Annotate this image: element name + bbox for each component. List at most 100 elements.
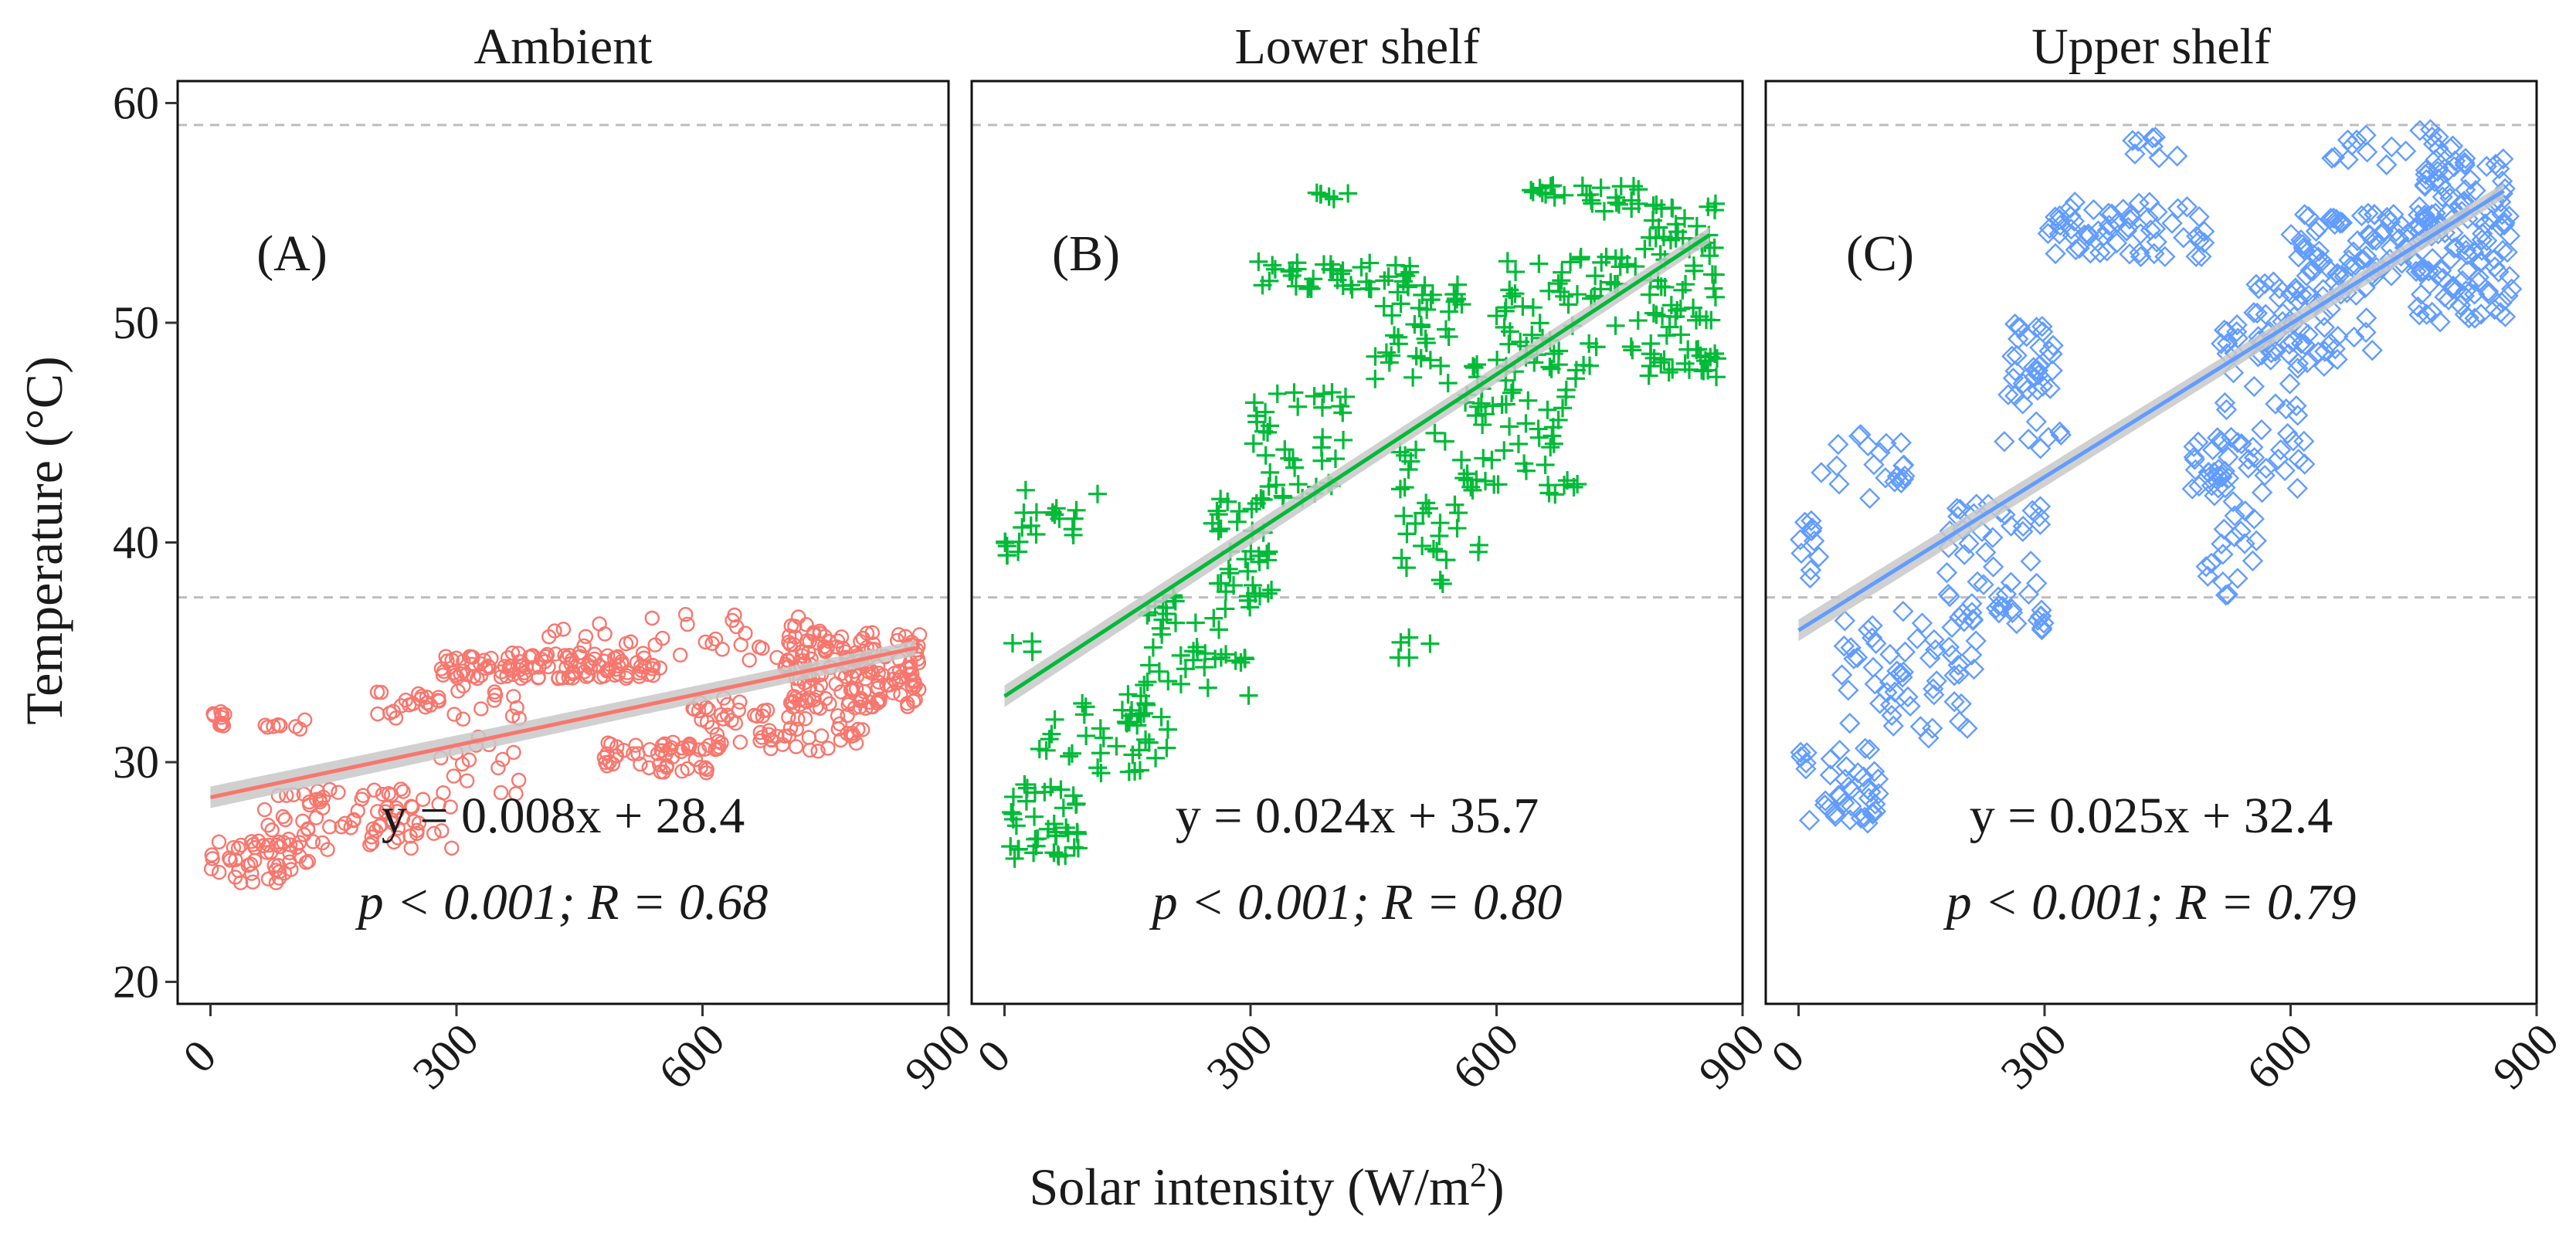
panel-A-point bbox=[446, 707, 462, 722]
panel-C-point bbox=[2183, 436, 2204, 458]
panel-C-point bbox=[1941, 616, 1963, 639]
panel-B-point bbox=[1134, 703, 1153, 723]
panel-A-point bbox=[725, 612, 740, 629]
panel-C-point bbox=[1941, 644, 1963, 666]
panel-B-point bbox=[1091, 744, 1110, 763]
panel-A-point bbox=[782, 720, 799, 736]
panel-C-point bbox=[2355, 307, 2377, 329]
panel-C-point bbox=[1962, 609, 1984, 632]
panel-A-frame bbox=[176, 80, 950, 1005]
panel-C-point bbox=[2365, 229, 2387, 251]
panel-B-point bbox=[1256, 446, 1275, 465]
panel-B-point bbox=[1158, 720, 1177, 739]
panel-C-point bbox=[2216, 333, 2238, 354]
panel-B-point bbox=[1062, 744, 1081, 763]
panel-C-point bbox=[1875, 432, 1897, 455]
panel-B-point bbox=[1542, 359, 1561, 378]
panel-B-point bbox=[1499, 334, 1519, 354]
panel-B-point bbox=[1487, 307, 1506, 326]
panel-B-point bbox=[1391, 632, 1410, 652]
panel-C-point bbox=[1961, 592, 1983, 615]
panel-B-point bbox=[1690, 307, 1709, 327]
panel-C-point bbox=[1811, 462, 1832, 483]
panel-C-point bbox=[2042, 334, 2064, 357]
panel-C-point bbox=[1855, 737, 1876, 759]
panel-B-point bbox=[1395, 478, 1414, 497]
panel-C-point bbox=[2106, 232, 2128, 254]
panel-C-point bbox=[1884, 471, 1906, 493]
panel-C-point bbox=[1911, 612, 1933, 634]
panel-C-point bbox=[2280, 224, 2302, 246]
panel-B-point bbox=[1407, 440, 1426, 459]
panel-C-equation: y = 0.025x + 32.4 bbox=[1970, 788, 2333, 844]
panel-C-point bbox=[2427, 161, 2449, 182]
panel-C-point bbox=[2459, 168, 2482, 191]
panel-B-point bbox=[1251, 489, 1271, 508]
panel-B-point bbox=[1063, 520, 1082, 539]
panel-C-point bbox=[2184, 459, 2207, 481]
panel-C-point bbox=[1936, 561, 1958, 584]
panel-A-x-tick-label: 900 bbox=[895, 1014, 980, 1099]
panel-A-point bbox=[473, 701, 489, 717]
panel-C-point bbox=[1801, 517, 1823, 539]
panel-A-point bbox=[260, 817, 276, 833]
panel-C-point bbox=[2101, 203, 2123, 225]
panel-A-point bbox=[350, 803, 365, 819]
panel-B-point bbox=[1639, 366, 1658, 385]
panel-C-point bbox=[2455, 280, 2477, 302]
panel-A-point bbox=[260, 720, 275, 735]
panel-C-point bbox=[2439, 187, 2461, 209]
panel-A-point bbox=[228, 852, 243, 868]
panel-C-point bbox=[2327, 263, 2348, 285]
panel-C-point bbox=[2045, 206, 2066, 228]
panel-B-point bbox=[1435, 432, 1454, 451]
panel-C-point bbox=[2029, 605, 2052, 627]
panel-A-point bbox=[699, 714, 715, 730]
panel-C-frame bbox=[1764, 80, 2538, 1005]
panel-B-point bbox=[1152, 707, 1171, 727]
panel-A-point bbox=[864, 625, 881, 641]
panel-C-point bbox=[2089, 242, 2111, 263]
panel-B-x-tick-label: 300 bbox=[1197, 1014, 1282, 1099]
panel-B-x-tick-label: 0 bbox=[967, 1030, 1020, 1083]
panel-B-point bbox=[1074, 705, 1094, 724]
panel-C-point bbox=[1881, 704, 1902, 727]
panel-B-point bbox=[1629, 194, 1648, 213]
panel-C-point bbox=[2018, 429, 2039, 450]
panel-A-point bbox=[597, 626, 613, 642]
panel-B-point bbox=[1695, 351, 1715, 371]
panel-A-point bbox=[256, 802, 273, 818]
panel-C-point bbox=[1819, 764, 1841, 786]
panel-C-point bbox=[1829, 785, 1851, 807]
panel-C-point bbox=[2212, 544, 2234, 565]
panel-C-point bbox=[2265, 341, 2286, 362]
panel-A-point bbox=[480, 658, 496, 674]
panel-C-point bbox=[2414, 174, 2435, 196]
panel-C-point bbox=[1814, 794, 1836, 816]
panel-C-point bbox=[2464, 307, 2486, 329]
panel-B-point bbox=[1054, 798, 1073, 818]
panel-C-point bbox=[1893, 454, 1915, 476]
panel-A-equation: y = 0.008x + 28.4 bbox=[382, 788, 745, 844]
panel-C-point bbox=[1858, 487, 1881, 510]
panel-C-point bbox=[2415, 303, 2438, 325]
panel-C-point bbox=[2188, 475, 2210, 497]
panel-A-point bbox=[861, 694, 877, 710]
panel-C-point bbox=[1949, 498, 1971, 520]
panel-C-point bbox=[2320, 208, 2342, 229]
panel-C-point bbox=[2238, 457, 2259, 479]
panel-C-point bbox=[2006, 344, 2028, 367]
panel-A-point bbox=[681, 741, 697, 757]
panel-B-point bbox=[1448, 519, 1467, 538]
panel-C-point bbox=[2167, 198, 2189, 219]
panel-C-point bbox=[2144, 126, 2167, 148]
panel-B-point bbox=[1564, 477, 1583, 497]
panel-B-point bbox=[1023, 632, 1042, 651]
panel-B-point bbox=[1339, 184, 1358, 203]
panel-B-point bbox=[1275, 440, 1295, 459]
panel-A-point bbox=[461, 752, 477, 768]
panel-B-point bbox=[1009, 839, 1028, 859]
panel-A-point bbox=[840, 707, 855, 724]
panel-A-point bbox=[346, 812, 361, 828]
panel-C-point bbox=[2059, 197, 2082, 219]
